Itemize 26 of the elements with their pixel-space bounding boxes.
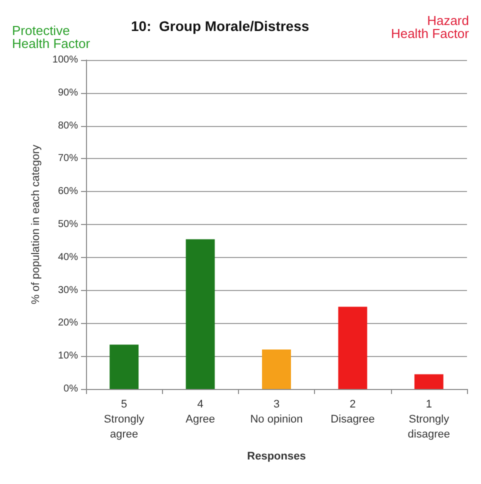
x-tick-label: 5 Strongly agree [104, 398, 145, 440]
y-tick-label: 70% [58, 153, 78, 164]
y-tick-label: 30% [58, 284, 78, 296]
bar [338, 306, 368, 389]
x-tick-label: 1 Strongly disagree [408, 398, 450, 440]
y-tick-label: 50% [58, 219, 78, 230]
text: Protective Health Factor [12, 23, 91, 51]
bar [110, 344, 139, 389]
y-tick-label: 20% [58, 318, 78, 329]
bar [262, 350, 291, 389]
y-tick-label: 0% [64, 384, 78, 394]
bar [414, 374, 444, 389]
x-axis-title: Responses [247, 450, 306, 462]
y-tick-label: 10% [58, 350, 78, 362]
y-axis-title: % of population in each category [30, 144, 42, 304]
y-tick-label: 90% [58, 87, 78, 98]
x-tick-label: 4 Agree [186, 398, 215, 426]
chart-title: 10: Group Morale/Distress [131, 18, 310, 34]
x-tick-label: 2 Disagree [330, 398, 375, 426]
bar [186, 239, 215, 389]
text: Hazard Health Factor [390, 13, 470, 41]
y-tick-label: 100% [52, 54, 78, 66]
y-tick-label: 40% [58, 252, 78, 263]
y-tick-label: 60% [58, 186, 78, 198]
x-tick-label: 3 No opinion [250, 398, 303, 426]
y-tick-label: 80% [58, 120, 78, 132]
